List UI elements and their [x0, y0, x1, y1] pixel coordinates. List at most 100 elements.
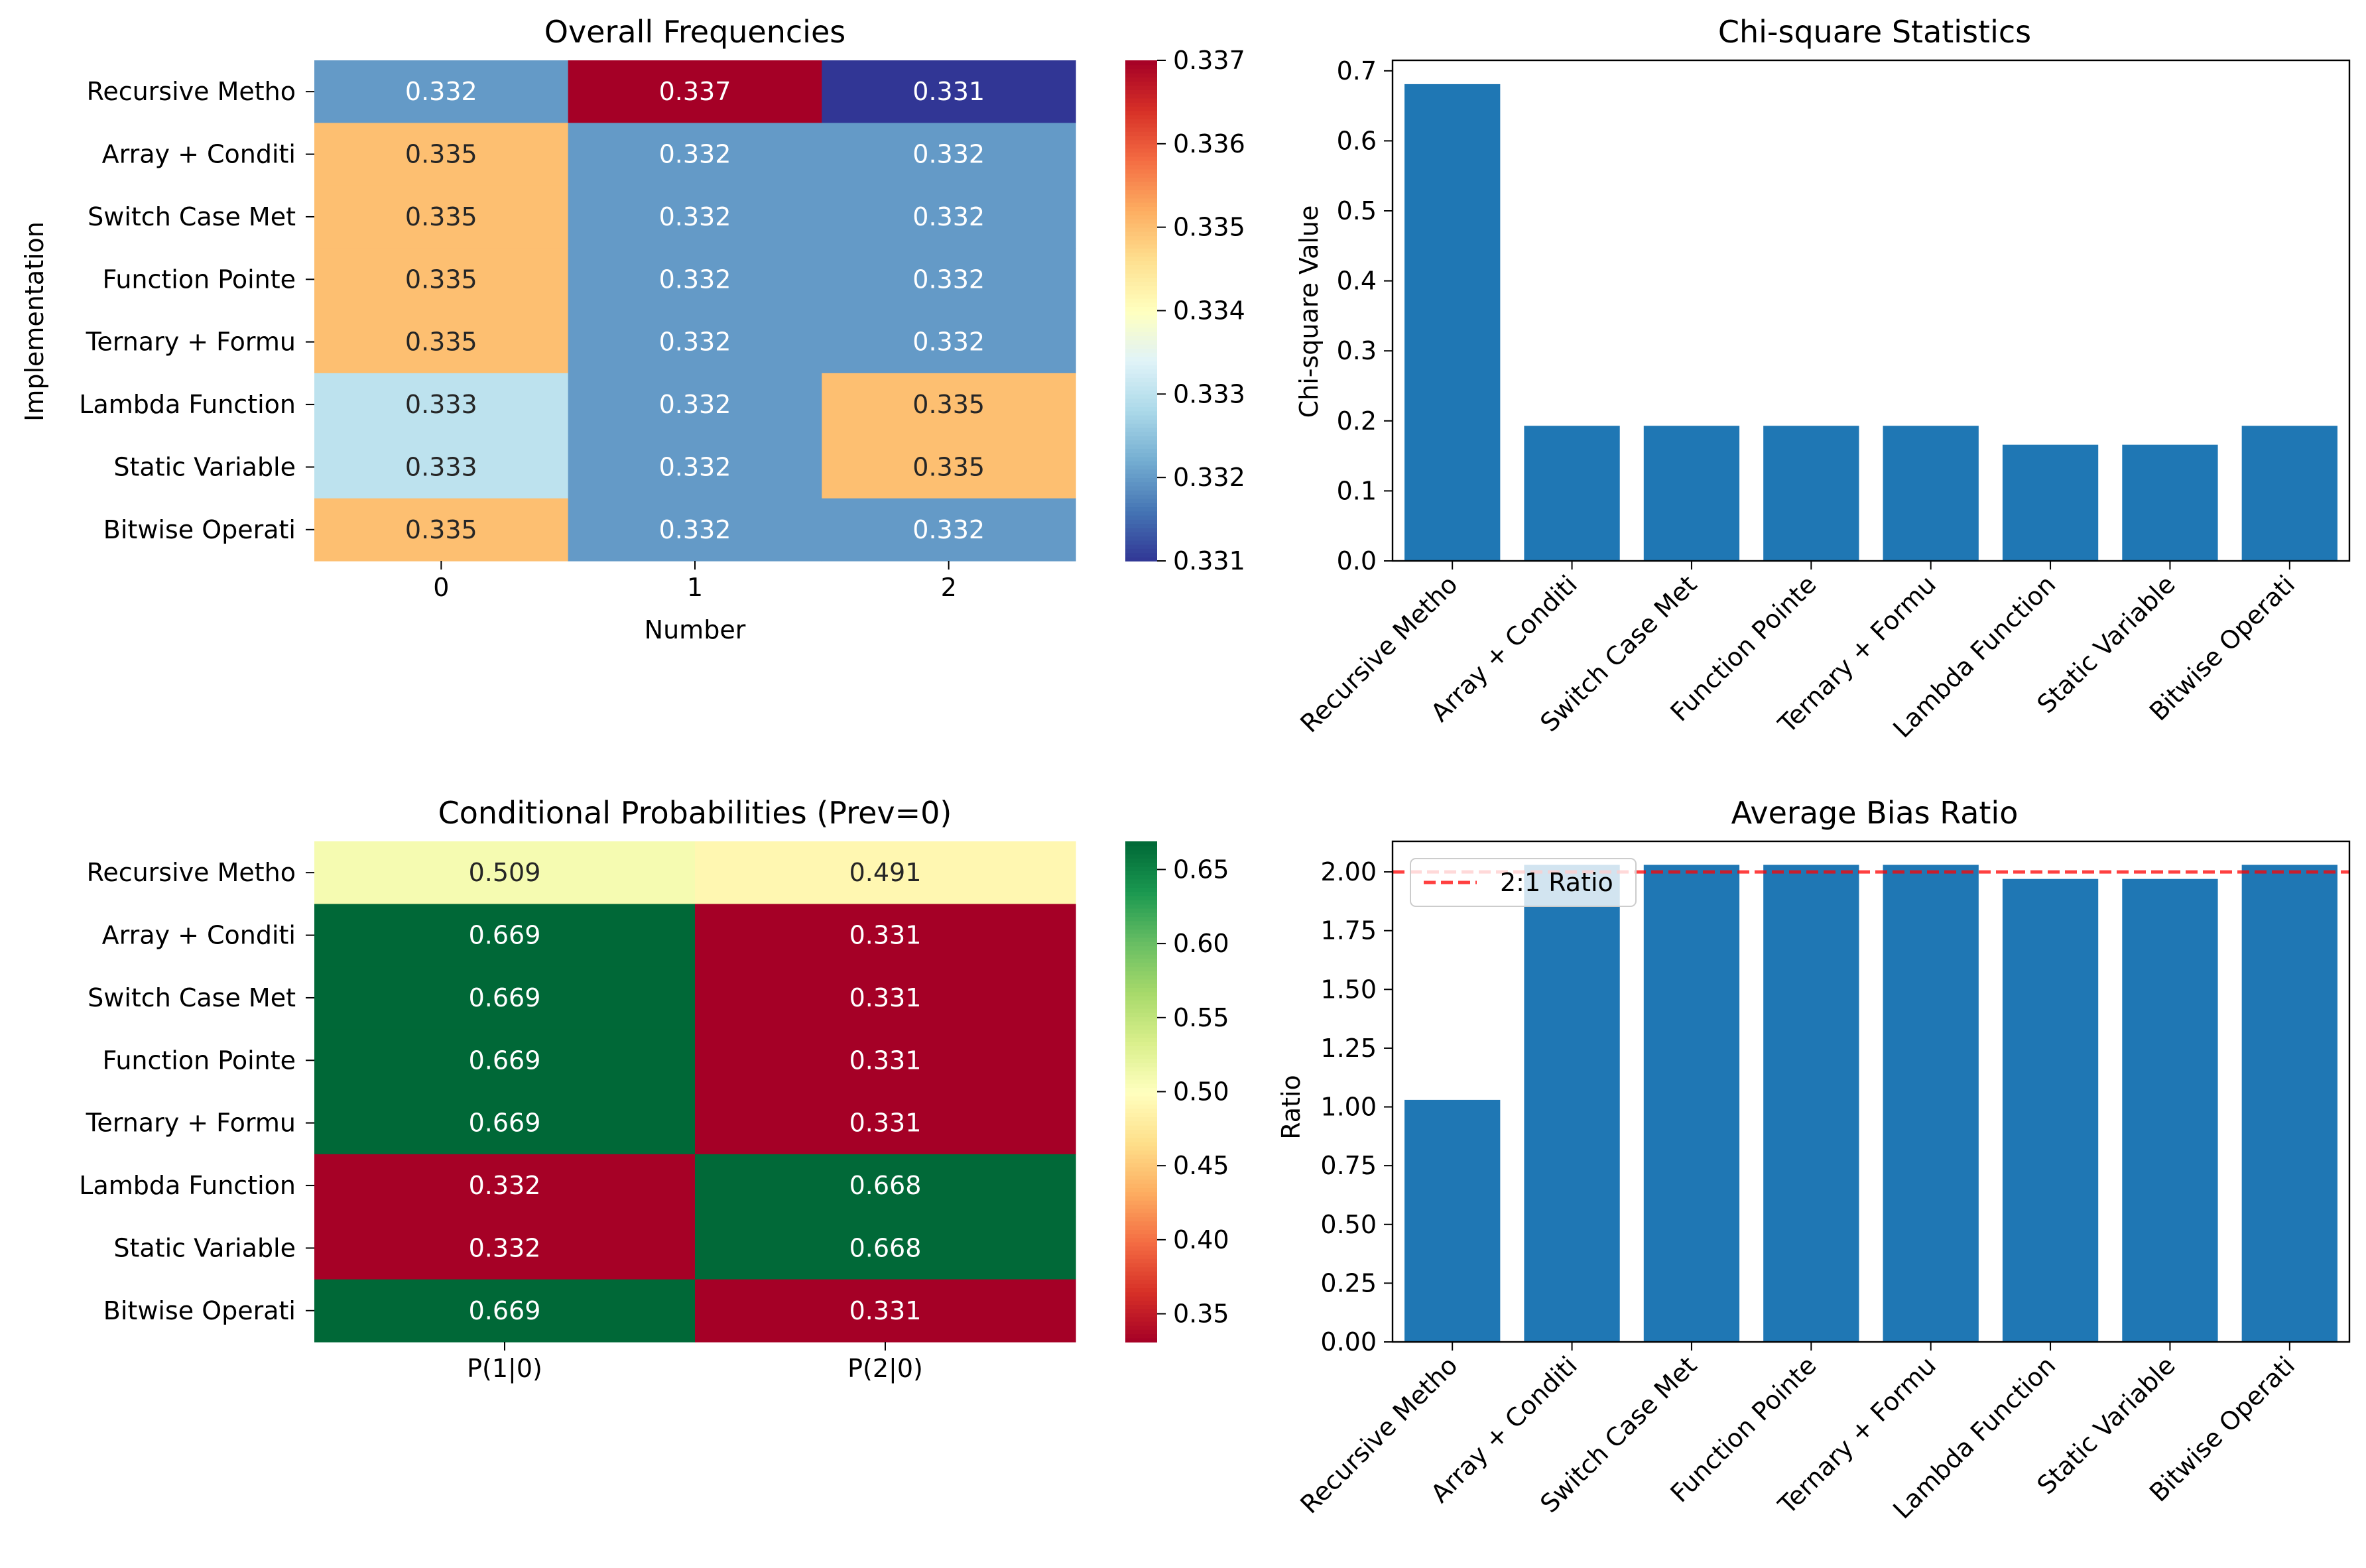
- heatmap-cell: [314, 185, 569, 249]
- x-axis-label: Number: [645, 615, 746, 644]
- cell-value-label: 0.335: [912, 452, 985, 481]
- cell-value-label: 0.332: [659, 140, 731, 169]
- colorbar-gradient-slice: [1125, 1087, 1157, 1093]
- colorbar-tick-label: 0.335: [1173, 213, 1245, 242]
- colorbar-gradient-slice: [1125, 878, 1157, 884]
- colorbar-gradient-slice: [1125, 385, 1157, 391]
- cell-value-label: 0.332: [912, 265, 985, 294]
- colorbar-gradient-slice: [1125, 272, 1157, 278]
- cell-value-label: 0.332: [659, 390, 731, 419]
- cell-value-label: 0.335: [405, 140, 477, 169]
- colorbar-gradient-slice: [1125, 227, 1157, 232]
- y-tick-label: 0.5: [1337, 196, 1377, 225]
- colorbar-gradient-slice: [1125, 1229, 1157, 1235]
- colorbar-gradient-slice: [1125, 231, 1157, 237]
- colorbar-gradient-slice: [1125, 248, 1157, 253]
- colorbar-gradient-slice: [1125, 1212, 1157, 1218]
- colorbar-gradient-slice: [1125, 1146, 1157, 1151]
- colorbar-gradient-slice: [1125, 1033, 1157, 1038]
- colorbar-gradient-slice: [1125, 323, 1157, 328]
- colorbar-gradient-slice: [1125, 1312, 1157, 1318]
- colorbar-gradient-slice: [1125, 110, 1157, 115]
- cell-value-label: 0.332: [469, 1233, 541, 1262]
- y-tick-label: 0.0: [1337, 546, 1377, 575]
- heatmap-cell: [695, 1029, 1076, 1093]
- heatmap-cell: [695, 966, 1076, 1030]
- y-tick-label: Array + Conditi: [102, 921, 296, 950]
- colorbar-gradient-slice: [1125, 85, 1157, 90]
- colorbar-gradient-slice: [1125, 381, 1157, 387]
- colorbar-gradient-slice: [1125, 1046, 1157, 1051]
- colorbar-gradient-slice: [1125, 406, 1157, 412]
- cell-value-label: 0.335: [405, 515, 477, 544]
- colorbar-gradient-slice: [1125, 853, 1157, 859]
- bar: [2002, 878, 2099, 1342]
- heatmap-cells: 0.332 0.337 0.331 0.335 0.332 0.332 0.335 0.332…: [314, 60, 1076, 562]
- colorbar-gradient-slice: [1125, 81, 1157, 86]
- colorbar-gradient-slice: [1125, 1062, 1157, 1067]
- colorbar-gradient-slice: [1125, 427, 1157, 432]
- colorbar-gradient-slice: [1125, 908, 1157, 913]
- heatmap-cell: [822, 123, 1076, 186]
- colorbar-gradient-slice: [1125, 862, 1157, 867]
- colorbar-gradient-slice: [1125, 1337, 1157, 1343]
- axes-frame: [1391, 59, 2351, 562]
- y-tick-label: 1.00: [1320, 1093, 1377, 1122]
- heatmap-cell: [314, 1029, 696, 1093]
- colorbar-gradient-slice: [1125, 1271, 1157, 1276]
- colorbar-gradient-slice: [1125, 1166, 1157, 1172]
- bar: [1883, 426, 1979, 561]
- cell-value-label: 0.668: [849, 1171, 922, 1200]
- chart-title: Overall Frequencies: [544, 14, 845, 50]
- colorbar-gradient-slice: [1125, 1095, 1157, 1101]
- colorbar-tick-label: 0.333: [1173, 379, 1245, 408]
- colorbar-gradient-slice: [1125, 64, 1157, 70]
- heatmap-cell: [314, 1091, 696, 1155]
- cell-value-label: 0.509: [469, 858, 541, 887]
- colorbar-gradient-slice: [1125, 895, 1157, 900]
- colorbar-gradient-slice: [1125, 1066, 1157, 1071]
- bar: [2241, 426, 2337, 561]
- colorbar-tick-label: 0.55: [1173, 1003, 1229, 1032]
- cell-value-label: 0.335: [405, 202, 477, 231]
- colorbar-gradient-slice: [1125, 310, 1157, 316]
- heatmap-cell: [568, 248, 822, 312]
- cell-value-label: 0.331: [849, 1046, 922, 1075]
- colorbar-gradient-slice: [1125, 845, 1157, 851]
- colorbar-gradient-slice: [1125, 431, 1157, 437]
- cell-value-label: 0.331: [912, 77, 985, 106]
- heatmap-cell: [314, 436, 569, 499]
- heatmap-cell: [822, 310, 1076, 374]
- colorbar-gradient-slice: [1125, 1233, 1157, 1238]
- colorbar-gradient-slice: [1125, 1150, 1157, 1155]
- colorbar-gradient-slice: [1125, 556, 1157, 562]
- colorbar-gradient-slice: [1125, 131, 1157, 137]
- colorbar-gradient-slice: [1125, 1217, 1157, 1222]
- colorbar-gradient-slice: [1125, 1204, 1157, 1209]
- colorbar-gradient-slice: [1125, 261, 1157, 266]
- colorbar-gradient-slice: [1125, 1191, 1157, 1197]
- colorbar-gradient-slice: [1125, 1112, 1157, 1118]
- colorbar-gradient-slice: [1125, 1100, 1157, 1105]
- x-tick-label: 0: [433, 573, 449, 602]
- cell-value-label: 0.669: [469, 921, 541, 950]
- colorbar-gradient-slice: [1125, 135, 1157, 141]
- legend: 2:1 Ratio: [1410, 858, 1637, 907]
- colorbar-tick-label: 0.35: [1173, 1299, 1229, 1329]
- legend-frame: [1410, 858, 1637, 907]
- y-tick-label: Recursive Metho: [87, 77, 296, 106]
- colorbar-gradient-slice: [1125, 93, 1157, 99]
- chart-title: Chi-square Statistics: [1718, 14, 2031, 50]
- colorbar-gradient-slice: [1125, 185, 1157, 190]
- bar: [1763, 426, 1859, 561]
- x-tick-label: 2: [941, 573, 957, 602]
- colorbar-gradient-slice: [1125, 335, 1157, 341]
- colorbar-gradient-slice: [1125, 477, 1157, 483]
- colorbar-gradient-slice: [1125, 1000, 1157, 1005]
- colorbar-gradient-slice: [1125, 1075, 1157, 1080]
- colorbar-gradient-slice: [1125, 348, 1157, 353]
- bar: [1404, 1099, 1501, 1342]
- colorbar-gradient-slice: [1125, 540, 1157, 545]
- colorbar-gradient-slice: [1125, 1329, 1157, 1335]
- colorbar-tick-label: 0.332: [1173, 463, 1245, 492]
